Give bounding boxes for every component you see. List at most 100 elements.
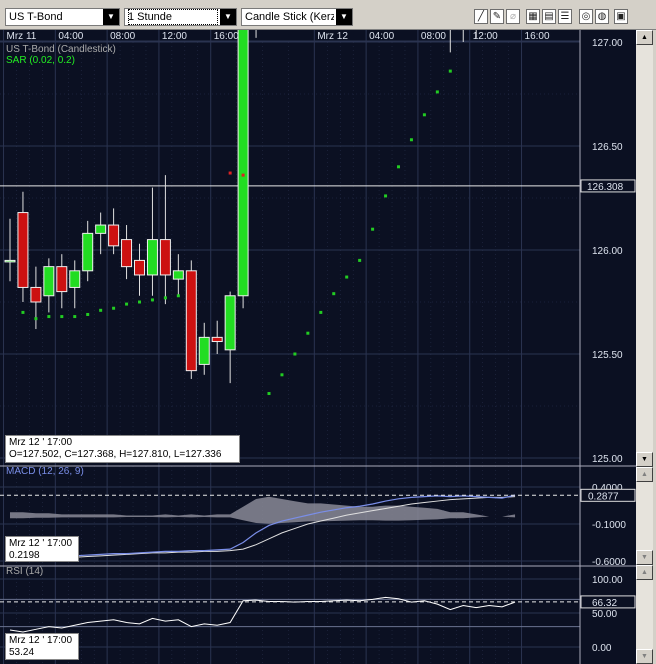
candle-body [211,336,223,343]
label-layer: US T-Bond (Candlestick) SAR (0.02, 0.2) … [6,44,116,577]
candle-body [30,286,42,303]
chevron-down-icon[interactable]: ▼ [220,9,236,25]
toolbar: US T-Bond ▼ 1 Stunde ▼ Candle Stick (Ker… [0,0,656,30]
candle-body [69,270,81,288]
macd-info-value: 0.2198 [9,550,40,561]
candle-body [56,266,68,293]
pencil-button[interactable]: ✎ [490,9,504,24]
scroll-up-button[interactable]: ▲ [636,565,653,580]
candle-body [185,270,197,372]
axis-layer: Mrz 11 04:00 08:00 12:00 16:00 Mrz 12 04:00 08:… [0,30,636,664]
rsi-panel-scrollbar[interactable]: ▲ ▼ [636,565,653,664]
scroll-down-icon: ▼ [641,456,648,463]
instrument-select-value: US T-Bond [9,11,63,23]
sar-dot [112,306,116,310]
sar-dot [21,310,25,314]
sar-dot [384,194,388,198]
chart-type-select-value: Candle Stick (Kerze [245,11,334,23]
y-tick-label: 126.50 [592,142,623,153]
scroll-down-button[interactable]: ▼ [636,649,653,664]
rsi-info-date: Mrz 12 ' 17:00 [9,635,73,646]
chart-background [0,30,636,664]
interval-select[interactable]: 1 Stunde ▼ [124,8,237,26]
x-tick-label: 04:00 [369,31,394,42]
sar-dot [60,315,64,319]
scroll-up-icon: ▲ [641,471,648,478]
main-panel-scrollbar[interactable]: ▲ ▼ [636,30,653,467]
sar-dot [371,227,375,231]
grid-icon: ▦ [528,11,538,22]
zoom-button[interactable]: ◎ [579,9,593,24]
x-tick-label: 08:00 [421,31,446,42]
scrollbar-track[interactable] [636,45,653,452]
rsi-info-value: 53.24 [9,647,35,658]
sar-dot [345,275,349,279]
x-tick-label: Mrz 12 [317,31,348,42]
candle-body [95,224,107,234]
macd-marker-box [580,488,636,502]
x-tick-label: 04:00 [58,31,83,42]
main-crosshair-info: Mrz 12 ' 17:00 O=127.502, C=127.368, H=1… [5,435,240,463]
table-icon: ▤ [544,11,554,22]
chart-type-select[interactable]: Candle Stick (Kerze ▼ [241,8,353,26]
rsi-line [9,596,516,633]
x-tick-label: 12:00 [473,31,498,42]
sar-dot [163,296,167,300]
sar-dot [73,315,77,319]
scrollbar-track[interactable] [636,482,653,550]
sar-dot [448,69,452,73]
macd-panel-scrollbar[interactable]: ▲ ▼ [636,467,653,565]
sar-dot [150,298,154,302]
marks-layer [0,30,580,633]
scroll-up-button[interactable]: ▲ [636,467,653,482]
candle-body [17,212,29,288]
candle-body [146,239,158,276]
y-tick-label: 0.00 [592,643,612,654]
chart-area[interactable]: Mrz 11 04:00 08:00 12:00 16:00 Mrz 12 04:00 08:… [0,30,636,664]
x-tick-label: 16:00 [525,31,550,42]
candle-body [82,232,94,272]
scrollbar-track[interactable] [636,580,653,649]
grid-button[interactable]: ▦ [526,9,540,24]
price-marker-box [580,179,636,193]
candle-body [134,259,145,276]
draw-line-button[interactable]: ╱ [474,9,488,24]
eraser-icon: ⌀ [509,11,517,22]
x-tick-label: 16:00 [214,31,239,42]
sar-dot [228,171,232,175]
candle-body [172,270,184,280]
sar-dot [47,315,51,319]
y-tick-label: 50.00 [592,609,617,620]
globe-button[interactable]: ◍ [595,9,609,24]
sar-dot [125,302,129,306]
scroll-down-button[interactable]: ▼ [636,452,653,467]
candle-body [198,336,210,365]
draw-line-icon: ╱ [477,11,485,22]
sar-dot [267,392,271,396]
pencil-icon: ✎ [492,11,502,22]
x-tick-label: 12:00 [162,31,187,42]
y-tick-label: 125.50 [592,350,623,361]
sar-dot [293,352,297,356]
chevron-down-icon[interactable]: ▼ [103,9,119,25]
scroll-down-button[interactable]: ▼ [636,550,653,565]
rsi-panel-title: RSI (14) [6,566,43,577]
y-tick-label: 126.00 [592,246,623,257]
chevron-down-icon[interactable]: ▼ [336,9,352,25]
eraser-button[interactable]: ⌀ [506,9,520,24]
candle-body [108,224,120,247]
main-info-ohlc: O=127.502, C=127.368, H=127.810, L=127.3… [9,449,222,460]
sar-dot [409,138,413,142]
sar-dot [34,317,38,321]
list-button[interactable]: ☰ [558,9,572,24]
scroll-up-button[interactable]: ▲ [636,30,653,45]
instrument-select[interactable]: US T-Bond ▼ [5,8,120,26]
window-icon: ▣ [616,11,626,22]
rsi-marker-label: 66.32 [592,598,617,609]
macd-histogram [10,496,516,524]
sar-dot [435,90,439,94]
table-button[interactable]: ▤ [542,9,556,24]
window-button[interactable]: ▣ [614,9,628,24]
sar-dot [241,173,245,177]
macd-panel-title: MACD (12, 26, 9) [6,466,84,477]
